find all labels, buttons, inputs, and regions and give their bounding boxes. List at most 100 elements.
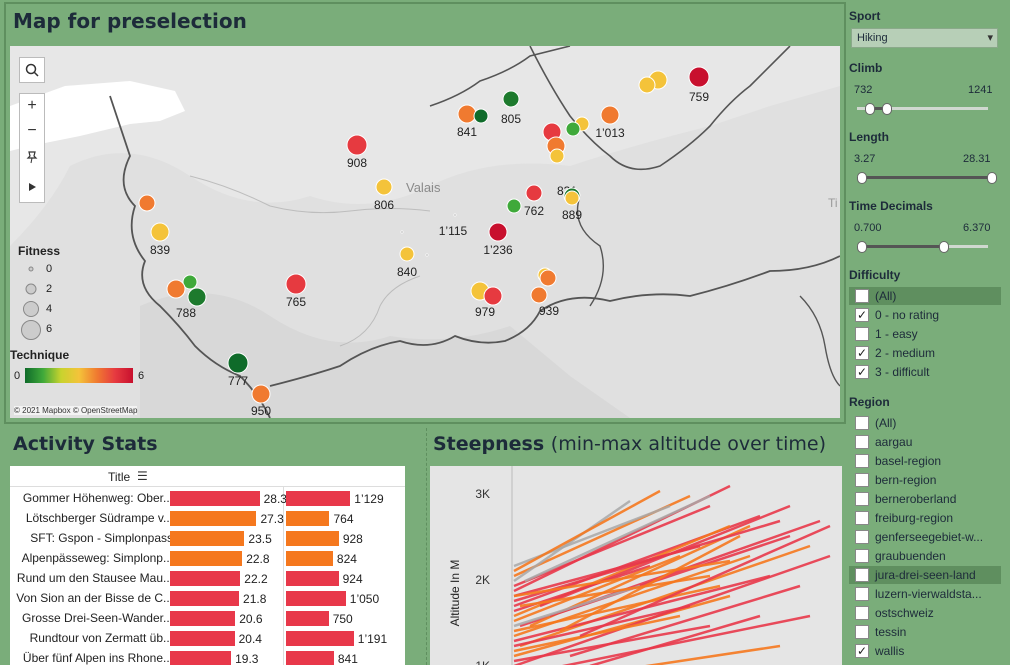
map-point[interactable] xyxy=(346,134,368,156)
activity-line[interactable] xyxy=(539,504,791,608)
activity-line[interactable] xyxy=(513,559,731,598)
map-point[interactable] xyxy=(488,222,508,242)
climb-slider-track[interactable] xyxy=(857,103,988,115)
region-option-label[interactable]: graubuenden xyxy=(875,549,946,563)
map-search-button[interactable] xyxy=(19,57,45,83)
map-attribution[interactable]: © 2021 Mapbox © OpenStreetMap xyxy=(14,406,138,415)
table-row[interactable]: Über fünf Alpen ins Rhone... 19.3 841 xyxy=(10,648,405,665)
table-row[interactable]: Grosse Drei-Seen-Wander... 20.6 750 xyxy=(10,608,405,628)
map-point[interactable] xyxy=(638,76,656,94)
table-row[interactable]: Lötschberger Südrampe v... 27.3 764 xyxy=(10,508,405,528)
map-point[interactable] xyxy=(502,90,520,108)
region-option-label[interactable]: genferseegebiet-w... xyxy=(875,530,984,544)
time-decimals-slider-min-handle[interactable] xyxy=(857,241,867,253)
table-row[interactable]: Von Sion an der Bisse de C... 21.8 1’050 xyxy=(10,588,405,608)
length-bar[interactable] xyxy=(170,531,245,546)
map-point[interactable] xyxy=(549,148,565,164)
map-point[interactable] xyxy=(138,194,156,212)
table-row[interactable]: SFT: Gspon - Simplonpass 23.5 928 xyxy=(10,528,405,548)
row-title[interactable]: Lötschberger Südrampe v... xyxy=(25,511,173,525)
row-title[interactable]: Rund um den Stausee Mau... xyxy=(16,571,173,585)
map-point[interactable] xyxy=(150,222,170,242)
time-decimals-slider-track[interactable] xyxy=(857,241,988,253)
activity-line[interactable] xyxy=(513,489,661,573)
row-title[interactable]: Alpenpässeweg: Simplonp... xyxy=(21,551,173,565)
play-icon[interactable] xyxy=(19,174,45,200)
activity-stats-table[interactable]: Title ☰ Gommer Höhenweg: Ober... 28.3 1’12… xyxy=(10,466,405,665)
activity-line[interactable] xyxy=(559,534,741,633)
map-point[interactable] xyxy=(187,287,207,307)
region-checkbox[interactable] xyxy=(855,473,869,487)
length-bar[interactable] xyxy=(170,491,260,506)
climb-bar[interactable] xyxy=(286,651,334,665)
map-point[interactable] xyxy=(182,274,198,290)
difficulty-checkbox[interactable]: ✓ xyxy=(855,308,869,322)
map-point[interactable] xyxy=(399,246,415,262)
map-point[interactable] xyxy=(506,198,522,214)
activity-line[interactable] xyxy=(519,544,811,648)
region-option-label[interactable]: luzern-vierwaldsta... xyxy=(875,587,982,601)
activity-line[interactable] xyxy=(513,604,691,648)
map-point[interactable] xyxy=(473,108,489,124)
region-checkbox[interactable] xyxy=(855,568,869,582)
map-point[interactable] xyxy=(483,286,503,306)
zoom-in-icon[interactable]: + xyxy=(27,97,37,114)
climb-bar[interactable] xyxy=(286,591,346,606)
climb-bar[interactable] xyxy=(286,631,354,646)
activity-line[interactable] xyxy=(569,584,801,658)
length-bar[interactable] xyxy=(170,591,240,606)
region-checkbox[interactable] xyxy=(855,511,869,525)
region-checkbox[interactable] xyxy=(855,454,869,468)
region-option-label[interactable]: bern-region xyxy=(875,473,937,487)
map-points[interactable]: 7598058411’0139088318067628898391’1151’2… xyxy=(10,46,840,418)
time-decimals-slider-max-handle[interactable] xyxy=(939,241,949,253)
map-point[interactable] xyxy=(539,269,557,287)
activity-line[interactable] xyxy=(513,594,731,658)
row-title[interactable]: Rundtour von Zermatt üb... xyxy=(29,631,173,645)
region-option-label[interactable]: ostschweiz xyxy=(875,606,934,620)
map-point[interactable] xyxy=(251,384,271,404)
region-checkbox[interactable] xyxy=(855,416,869,430)
region-checkbox[interactable] xyxy=(855,587,869,601)
pin-icon[interactable] xyxy=(19,144,45,170)
length-slider-max-handle[interactable] xyxy=(987,172,997,184)
map-point[interactable] xyxy=(525,184,543,202)
activity-line[interactable] xyxy=(579,524,831,638)
title-column-header[interactable]: Title xyxy=(108,470,131,484)
map-point[interactable] xyxy=(227,352,249,374)
row-title[interactable]: Gommer Höhenweg: Ober... xyxy=(22,491,173,505)
table-row[interactable]: Rund um den Stausee Mau... 22.2 924 xyxy=(10,568,405,588)
climb-slider-max-handle[interactable] xyxy=(882,103,892,115)
map-point[interactable] xyxy=(285,273,307,295)
climb-slider-min-handle[interactable] xyxy=(865,103,875,115)
activity-line[interactable] xyxy=(513,614,681,653)
difficulty-option-label[interactable]: 3 - difficult xyxy=(875,365,930,379)
difficulty-option-label[interactable]: 1 - easy xyxy=(875,327,918,341)
region-option-label[interactable]: freiburg-region xyxy=(875,511,954,525)
length-bar[interactable] xyxy=(170,571,241,586)
map-point[interactable] xyxy=(166,279,186,299)
activity-line[interactable] xyxy=(519,574,711,608)
difficulty-checkbox[interactable] xyxy=(855,327,869,341)
length-bar[interactable] xyxy=(170,551,243,566)
sport-dropdown[interactable]: Hiking ▾ xyxy=(851,28,998,48)
map-point[interactable] xyxy=(400,230,404,234)
sort-icon[interactable]: ☰ xyxy=(137,469,148,483)
region-checkbox[interactable] xyxy=(855,435,869,449)
region-checkbox[interactable] xyxy=(855,530,869,544)
activity-line[interactable] xyxy=(513,504,711,588)
map-point[interactable] xyxy=(530,286,548,304)
region-option-label[interactable]: wallis xyxy=(875,644,905,658)
map-point[interactable] xyxy=(565,121,581,137)
activity-line[interactable] xyxy=(524,494,711,583)
activity-line[interactable] xyxy=(513,554,681,623)
region-option-label[interactable]: tessin xyxy=(875,625,907,639)
climb-bar[interactable] xyxy=(286,511,330,526)
region-option-label[interactable]: (All) xyxy=(875,416,897,430)
region-checkbox[interactable]: ✓ xyxy=(855,644,869,658)
region-option-label[interactable]: berneroberland xyxy=(875,492,957,506)
difficulty-option-label[interactable]: 0 - no rating xyxy=(875,308,940,322)
row-title[interactable]: Von Sion an der Bisse de C... xyxy=(16,591,173,605)
length-bar[interactable] xyxy=(170,511,257,526)
row-title[interactable]: SFT: Gspon - Simplonpass xyxy=(30,531,173,545)
